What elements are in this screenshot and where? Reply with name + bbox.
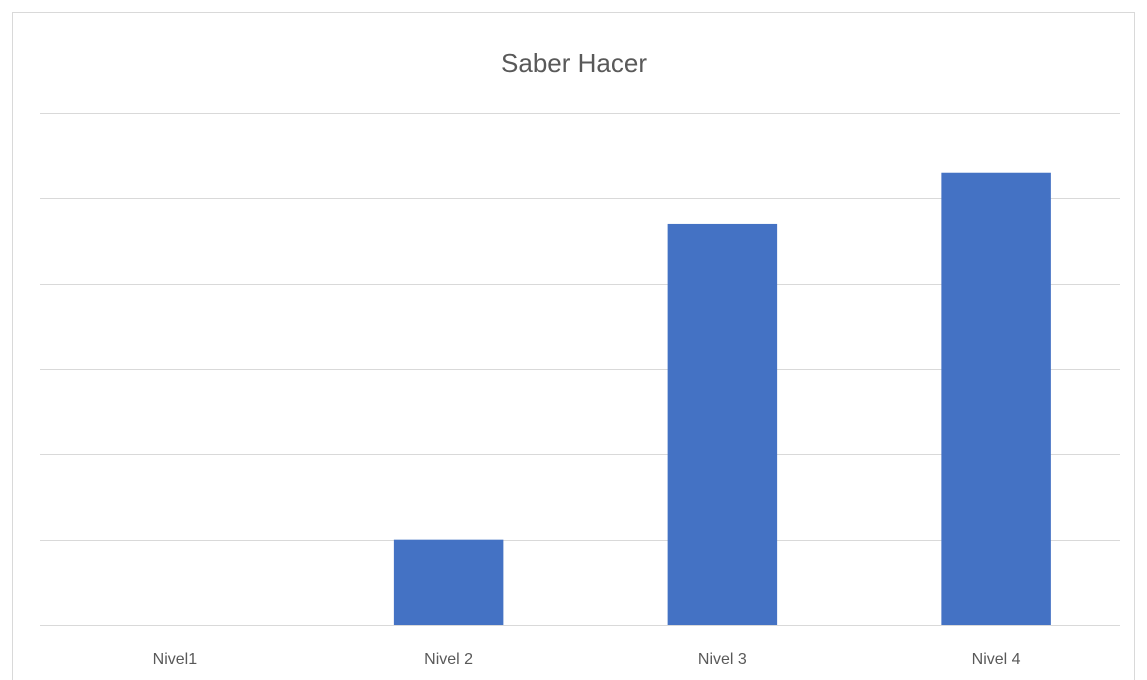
x-tick-label: Nivel 4 [972,651,1021,668]
bar [667,223,778,625]
bar [941,172,1051,625]
chart-frame [12,12,1135,680]
bar [393,539,504,625]
x-tick-label: Nivel1 [153,651,198,668]
chart-title: Saber Hacer [501,48,647,78]
x-tick-label: Nivel 3 [698,651,747,668]
x-tick-label: Nivel 2 [424,651,473,668]
